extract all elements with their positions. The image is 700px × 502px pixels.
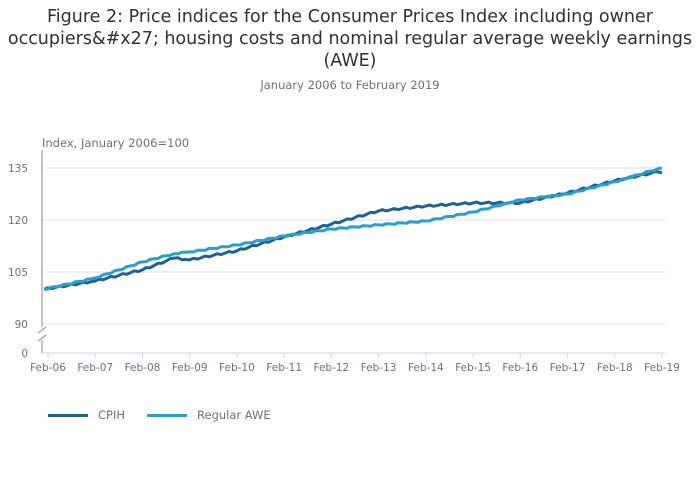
series-line-regular-awe [44, 166, 663, 291]
y-tick-label: 0 [21, 348, 28, 360]
y-tick-label: 120 [8, 215, 28, 227]
x-tick-label: Feb-06 [30, 362, 66, 374]
x-tick-label: Feb-17 [550, 362, 586, 374]
x-tick-label: Feb-10 [219, 362, 255, 374]
y-tick-label: 105 [8, 267, 28, 279]
x-tick-label: Feb-12 [314, 362, 350, 374]
chart-subtitle: January 2006 to February 2019 [260, 78, 440, 92]
x-tick-label: Feb-15 [455, 362, 491, 374]
y-axis-label: Index, January 2006=100 [42, 136, 190, 150]
x-tick-label: Feb-13 [361, 362, 397, 374]
legend-label-cpih: CPIH [98, 408, 126, 422]
x-tick-label: Feb-14 [408, 362, 444, 374]
y-tick-label: 135 [8, 163, 28, 175]
axis-break-mark [37, 326, 47, 334]
y-tick-label: 90 [15, 319, 28, 331]
legend-label-regular-awe: Regular AWE [197, 408, 271, 422]
chart-title: Figure 2: Price indices for the Consumer… [7, 7, 693, 71]
series-line-cpih [43, 170, 663, 291]
legend-swatch-regular-awe [147, 413, 188, 417]
x-tick-label: Feb-07 [77, 362, 113, 374]
x-tick-label: Feb-18 [597, 362, 633, 374]
x-tick-label: Feb-09 [172, 362, 208, 374]
legend-item-cpih[interactable]: CPIH [48, 408, 125, 422]
axis-break-mark [37, 334, 47, 342]
legend-item-regular-awe[interactable]: Regular AWE [147, 408, 271, 422]
x-tick-label: Feb-19 [644, 362, 680, 374]
x-tick-label: Feb-11 [266, 362, 302, 374]
x-tick-label: Feb-08 [125, 362, 161, 374]
legend-swatch-cpih [48, 413, 88, 417]
legend: CPIH Regular AWE [48, 408, 293, 422]
x-tick-label: Feb-16 [502, 362, 538, 374]
